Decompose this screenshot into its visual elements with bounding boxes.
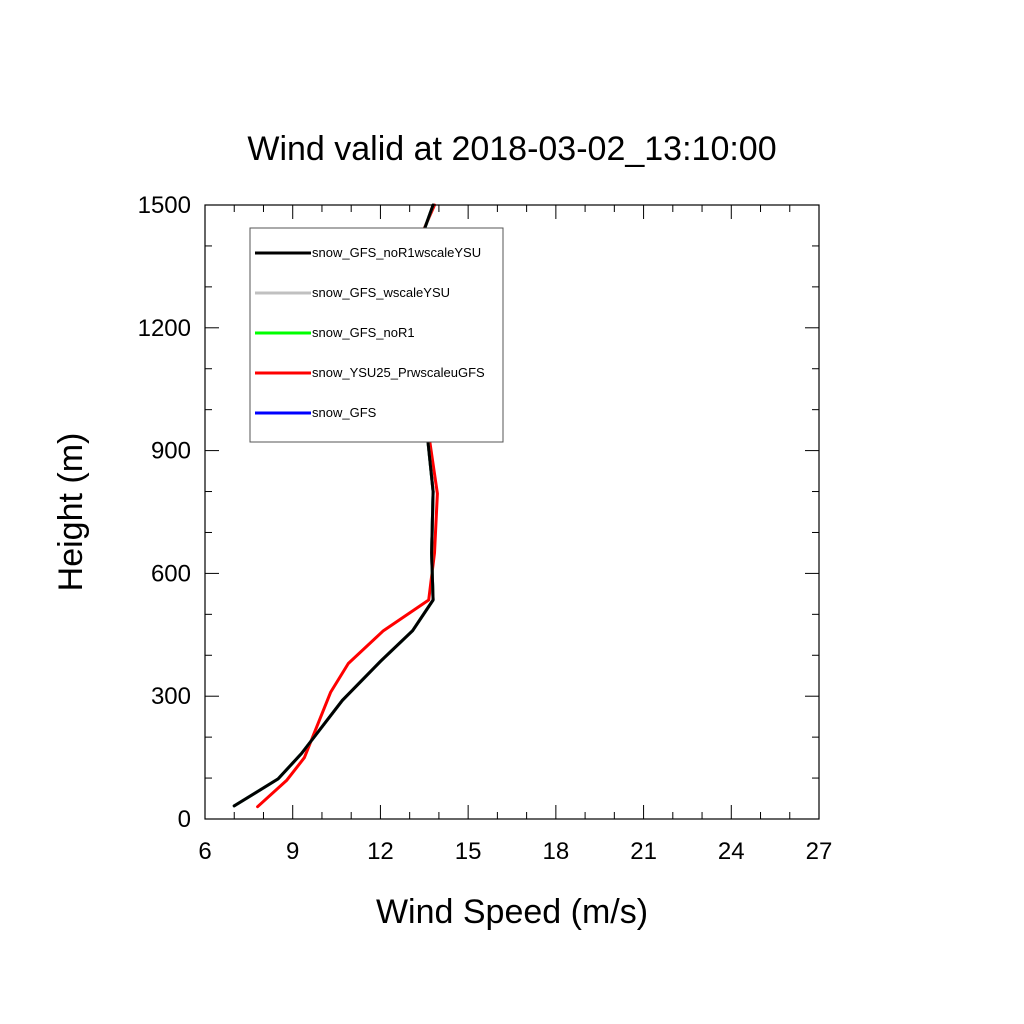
y-tick-label: 0 — [178, 806, 191, 833]
y-axis-label: Height (m) — [52, 433, 90, 592]
y-tick-label: 600 — [151, 560, 191, 587]
x-tick-label: 27 — [806, 838, 833, 865]
x-axis-label: Wind Speed (m/s) — [376, 893, 648, 931]
legend-entry-label: snow_GFS_noR1wscaleYSU — [312, 245, 481, 260]
legend: snow_GFS_noR1wscaleYSU snow_GFS_wscaleYSU… — [249, 227, 504, 443]
x-tick-label: 24 — [718, 838, 745, 865]
x-tick-label: 21 — [630, 838, 657, 865]
x-tick-label: 18 — [543, 838, 570, 865]
legend-entry-label: snow_YSU25_PrwscaleuGFS — [312, 365, 485, 380]
y-tick-label: 900 — [151, 438, 191, 465]
chart-title: Wind valid at 2018-03-02_13:10:00 — [247, 130, 776, 168]
legend-box — [249, 227, 504, 443]
legend-entry-label: snow_GFS — [312, 405, 377, 420]
y-tick-label: 1500 — [138, 192, 191, 219]
y-tick-label: 300 — [151, 683, 191, 710]
plot-frame — [204, 204, 820, 820]
x-tick-label: 15 — [455, 838, 482, 865]
axis-ticks: 6 9 12 15 18 21 24 27 0 300 600 900 1200 1500 — [138, 192, 833, 865]
x-tick-label: 12 — [367, 838, 394, 865]
y-tick-label: 1200 — [138, 315, 191, 342]
legend-entry-label: snow_GFS_noR1 — [312, 325, 415, 340]
x-tick-label: 9 — [286, 838, 299, 865]
x-tick-label: 6 — [198, 838, 211, 865]
legend-entry-label: snow_GFS_wscaleYSU — [312, 285, 450, 300]
